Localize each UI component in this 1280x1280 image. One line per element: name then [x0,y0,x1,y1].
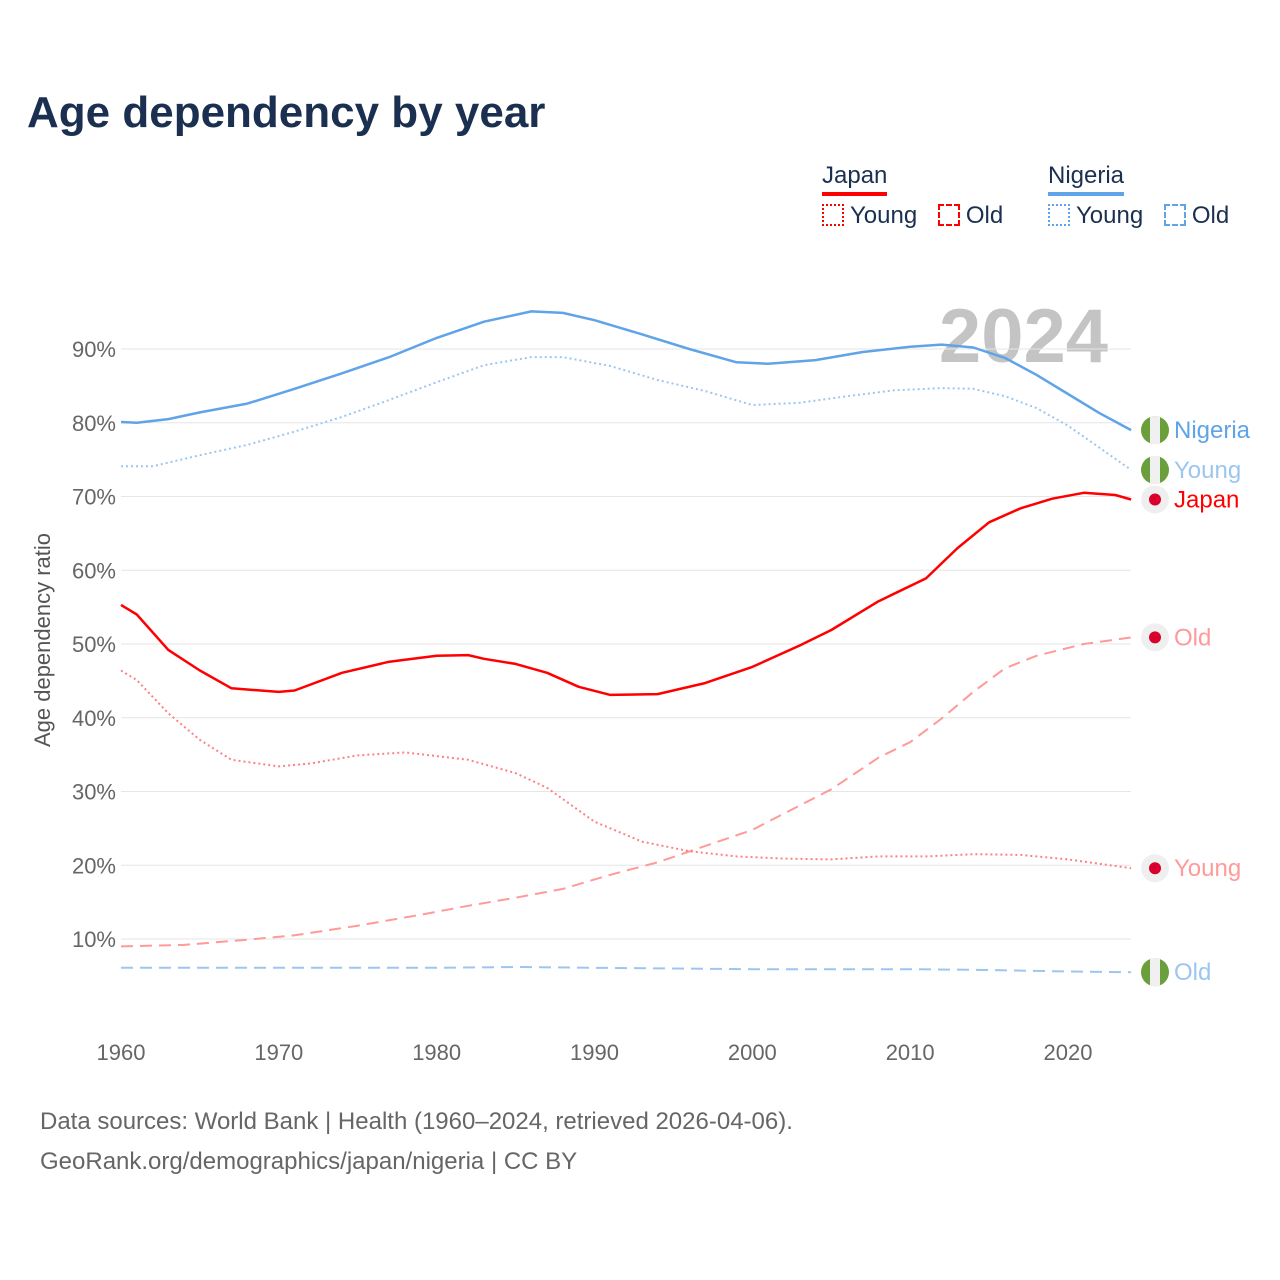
end-label-japan: Japan [1174,486,1239,513]
legend-nigeria: Nigeria Young Old [1048,162,1229,230]
legend-japan-young[interactable]: Young [850,202,918,229]
legend-japan: Japan Young Old [822,162,1003,230]
year-watermark: 2024 [939,294,1108,379]
legend-japan-title: Japan [822,162,888,196]
x-tick-label: 1970 [254,1040,303,1065]
series-line-japan-young [120,669,1132,870]
y-tick-label: 80% [72,411,116,436]
japan-flag-icon-dot [1149,862,1161,875]
x-tick-label: 1980 [412,1040,461,1065]
nigeria-flag-icon-stripe [1150,416,1160,445]
legend-japan-old[interactable]: Old [965,202,1004,229]
japan-flag-icon-dot [1149,631,1161,644]
series-line-japan-old [120,636,1132,948]
y-tick-label: 40% [72,706,116,731]
dotted-swatch-icon [1048,204,1070,226]
dashed-swatch-icon [937,204,960,226]
dashed-swatch-icon [1163,204,1186,226]
japan-flag-icon-dot [1149,493,1161,506]
y-tick-label: 90% [72,337,116,362]
y-tick-label: 30% [72,780,116,805]
x-tick-label: 1960 [97,1040,146,1065]
y-tick-label: 10% [72,927,116,952]
dotted-swatch-icon [822,204,844,226]
end-label-nigeria-young: Young [1174,457,1241,484]
series-line-nigeria-young [121,356,1132,471]
y-axis-label: Age dependency ratio [30,533,55,747]
end-label-nigeria-old: Old [1174,959,1211,986]
source-line-1: Data sources: World Bank | Health (1960–… [40,1108,793,1135]
y-tick-label: 60% [72,558,116,583]
series-line-nigeria [120,310,1132,432]
nigeria-flag-icon-stripe [1150,958,1160,987]
series-line-nigeria-old [121,966,1132,974]
chart-title: Age dependency by year [27,88,546,137]
x-tick-label: 2000 [728,1040,777,1065]
end-label-nigeria: Nigeria [1174,417,1251,444]
x-tick-label: 2020 [1044,1040,1093,1065]
end-label-japan-old: Old [1174,624,1211,651]
x-tick-label: 1990 [570,1040,619,1065]
y-tick-label: 20% [72,853,116,878]
end-label-japan-young: Young [1174,855,1241,882]
legend-nigeria-young[interactable]: Young [1076,202,1144,229]
nigeria-flag-icon-stripe [1150,455,1160,484]
y-tick-label: 70% [72,485,116,510]
legend-nigeria-title: Nigeria [1048,162,1125,196]
legend-nigeria-old[interactable]: Old [1191,202,1230,229]
series-line-japan [120,491,1132,697]
source-line-2[interactable]: GeoRank.org/demographics/japan/nigeria |… [40,1148,578,1175]
x-tick-label: 2010 [886,1040,935,1065]
y-tick-label: 50% [72,632,116,657]
